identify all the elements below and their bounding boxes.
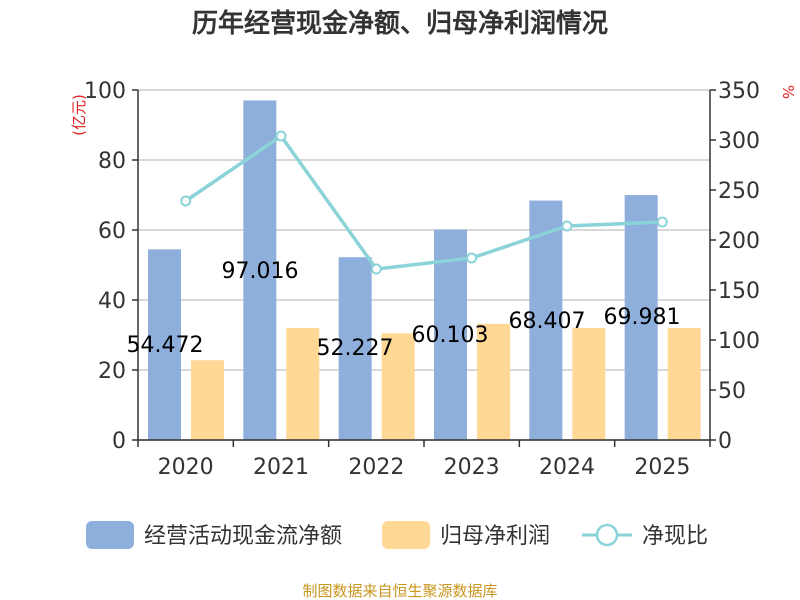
left-axis-tick-label: 60 — [98, 219, 126, 244]
right-axis-unit: % — [779, 85, 797, 99]
legend-swatch-operating-cash-flow — [86, 521, 134, 549]
x-axis-tick-label: 2020 — [158, 455, 214, 480]
right-axis-tick-label: 300 — [718, 129, 760, 154]
x-axis-tick-label: 2023 — [444, 455, 500, 480]
bar-net-profit — [191, 360, 224, 440]
bar-operating-cash-flow — [338, 257, 372, 440]
right-axis-tick-label: 200 — [718, 229, 760, 254]
bar-operating-cash-flow — [624, 195, 658, 440]
right-axis-tick-label: 250 — [718, 179, 760, 204]
ratio-point — [466, 252, 478, 264]
data-label: 60.103 — [412, 323, 489, 348]
legend-label-ratio: 净现比 — [642, 524, 708, 549]
bar-net-profit — [667, 328, 701, 440]
x-axis-tick-label: 2024 — [539, 455, 595, 480]
bar-net-profit — [286, 328, 320, 440]
bar-operating-cash-flow — [529, 200, 563, 440]
bar-operating-cash-flow — [434, 229, 467, 440]
source-note: 制图数据来自恒生聚源数据库 — [302, 582, 497, 600]
data-label: 52.227 — [317, 336, 394, 361]
bar-net-profit — [572, 328, 606, 440]
right-axis-tick-label: 150 — [718, 279, 760, 304]
left-axis-tick-label: 20 — [98, 359, 126, 384]
legend-swatch-ratio-marker — [595, 523, 619, 547]
bars — [148, 100, 701, 440]
left-axis-tick-label: 100 — [84, 79, 126, 104]
data-labels: 54.472 97.016 52.227 60.103 68.407 69.981 — [127, 259, 681, 361]
chart-title: 历年经营现金净额、归母净利润情况 — [192, 8, 608, 39]
data-label: 68.407 — [509, 309, 586, 334]
ratio-line — [180, 130, 668, 275]
data-label: 54.472 — [127, 333, 204, 358]
right-axis-tick-label: 100 — [718, 329, 760, 354]
x-axis-tick-label: 2021 — [253, 455, 309, 480]
ratio-point — [370, 263, 382, 275]
ratio-point — [561, 220, 573, 232]
ratio-point — [180, 195, 192, 207]
bar-operating-cash-flow — [148, 249, 181, 440]
legend-label-net-profit: 归母净利润 — [440, 524, 550, 549]
left-axis-tick-label: 80 — [98, 149, 126, 174]
legend-swatch-net-profit — [382, 521, 430, 549]
left-axis-tick-label: 40 — [98, 289, 126, 314]
left-axis-tick-label: 0 — [112, 429, 126, 454]
ratio-point — [275, 130, 287, 142]
right-axis-tick-label: 0 — [718, 429, 732, 454]
x-axis-tick-label: 2022 — [348, 455, 404, 480]
legend-label-operating-cash-flow: 经营活动现金流净额 — [144, 524, 342, 549]
x-axis-tick-label: 2025 — [634, 455, 690, 480]
legend: 经营活动现金流净额 归母净利润 净现比 — [86, 521, 708, 549]
right-axis-tick-label: 350 — [718, 79, 760, 104]
data-label: 69.981 — [604, 305, 681, 330]
left-axis-unit: (亿元) — [70, 94, 88, 136]
bar-net-profit — [381, 333, 415, 440]
axes: 0 20 40 60 80 100 0 50 100 150 200 250 300 350 2020 202… — [84, 79, 760, 480]
data-label: 97.016 — [222, 259, 299, 284]
ratio-line-path — [184, 133, 663, 271]
right-axis-tick-label: 50 — [718, 379, 746, 404]
ratio-point — [656, 216, 668, 228]
bar-net-profit — [477, 323, 510, 440]
